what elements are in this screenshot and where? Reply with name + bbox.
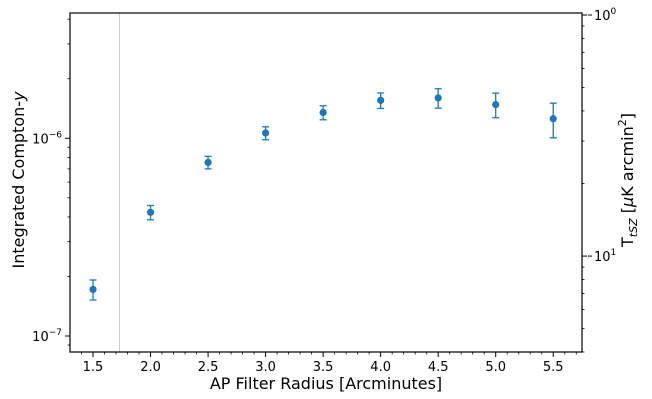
x-tick-label: 5.0 [485,360,506,375]
right-y-tick-label: 101 [594,248,616,265]
marker [261,129,270,137]
x-tick-label: 2.0 [140,360,161,375]
data-point [377,92,385,110]
plot-frame [69,12,583,353]
x-tick-label: 2.5 [198,360,219,375]
data-point [146,204,155,221]
marker [89,285,97,294]
right-y-axis-label: TtSZ [μK arcmin2] [616,113,640,248]
x-axis-label: AP Filter Radius [Arcminutes] [210,374,442,393]
data-point [492,92,500,119]
data-point [261,126,270,141]
data-point [204,155,212,170]
marker [492,100,500,109]
marker [319,108,327,117]
data-point [549,102,557,139]
right-y-tick-label: 100 [594,7,617,24]
x-tick-label: 1.5 [83,360,104,375]
x-tick-label: 3.5 [313,360,334,375]
x-tick-label: 5.5 [543,360,564,375]
x-tick-label: 4.0 [370,360,391,375]
marker [377,96,385,104]
x-tick-label: 3.0 [255,360,276,375]
data-point [89,279,97,301]
marker [204,158,212,166]
y-tick-label: 10−6 [32,130,62,147]
data-point [319,105,327,121]
y-axis-label: Integrated Compton-y [9,91,28,269]
x-tick-label: 4.5 [428,360,449,375]
marker [549,115,557,123]
data-point [434,88,442,109]
marker [434,94,442,102]
y-tick-label: 10−7 [32,328,62,345]
marker [146,208,155,216]
